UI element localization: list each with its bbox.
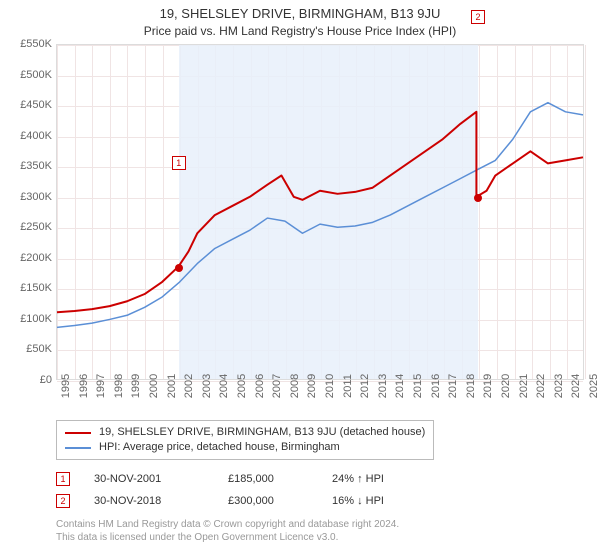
y-axis-label: £400K (10, 130, 52, 142)
transaction-price: £300,000 (228, 495, 308, 507)
y-axis-label: £450K (10, 99, 52, 111)
chart-svg (57, 45, 583, 379)
page-title: 19, SHELSLEY DRIVE, BIRMINGHAM, B13 9JU (10, 6, 590, 21)
page-subtitle: Price paid vs. HM Land Registry's House … (10, 24, 590, 38)
series-hpi (57, 103, 583, 328)
transaction-price: £185,000 (228, 473, 308, 485)
transaction-marker: 1 (56, 472, 70, 486)
transaction-row: 1 30-NOV-2001 £185,000 24% ↑ HPI (56, 468, 590, 490)
transaction-marker: 2 (56, 494, 70, 508)
legend-item: HPI: Average price, detached house, Birm… (65, 440, 425, 455)
transaction-row: 2 30-NOV-2018 £300,000 16% ↓ HPI (56, 490, 590, 512)
legend-box: 19, SHELSLEY DRIVE, BIRMINGHAM, B13 9JU … (56, 420, 434, 460)
transaction-date: 30-NOV-2018 (94, 495, 204, 507)
footer-attribution: Contains HM Land Registry data © Crown c… (56, 518, 590, 544)
series-property (57, 112, 583, 312)
legend-swatch (65, 432, 91, 434)
plot-region: 12 (56, 44, 584, 380)
sale-marker-dot (474, 194, 482, 202)
y-axis-label: £500K (10, 69, 52, 81)
transaction-date: 30-NOV-2001 (94, 473, 204, 485)
transaction-delta: 24% ↑ HPI (332, 473, 384, 485)
gridline-v (585, 45, 586, 379)
legend-label: HPI: Average price, detached house, Birm… (99, 440, 340, 455)
y-axis-label: £50K (10, 343, 52, 355)
legend-item: 19, SHELSLEY DRIVE, BIRMINGHAM, B13 9JU … (65, 425, 425, 440)
y-axis-label: £300K (10, 191, 52, 203)
legend-label: 19, SHELSLEY DRIVE, BIRMINGHAM, B13 9JU … (99, 425, 425, 440)
sale-marker-dot (175, 264, 183, 272)
sale-marker-box: 2 (471, 10, 485, 24)
footer-line-1: Contains HM Land Registry data © Crown c… (56, 518, 590, 531)
y-axis-label: £550K (10, 38, 52, 50)
footer-line-2: This data is licensed under the Open Gov… (56, 531, 590, 544)
y-axis-label: £100K (10, 313, 52, 325)
y-axis-label: £250K (10, 221, 52, 233)
y-axis-label: £200K (10, 252, 52, 264)
chart-area: 12 1995199619971998199920002001200220032… (10, 44, 590, 414)
y-axis-label: £350K (10, 160, 52, 172)
legend-swatch (65, 447, 91, 449)
y-axis-label: £150K (10, 282, 52, 294)
transaction-delta: 16% ↓ HPI (332, 495, 384, 507)
x-axis-label: 2025 (588, 374, 600, 398)
transaction-table: 1 30-NOV-2001 £185,000 24% ↑ HPI 2 30-NOV-201… (56, 468, 590, 512)
sale-marker-box: 1 (172, 156, 186, 170)
y-axis-label: £0 (10, 374, 52, 386)
